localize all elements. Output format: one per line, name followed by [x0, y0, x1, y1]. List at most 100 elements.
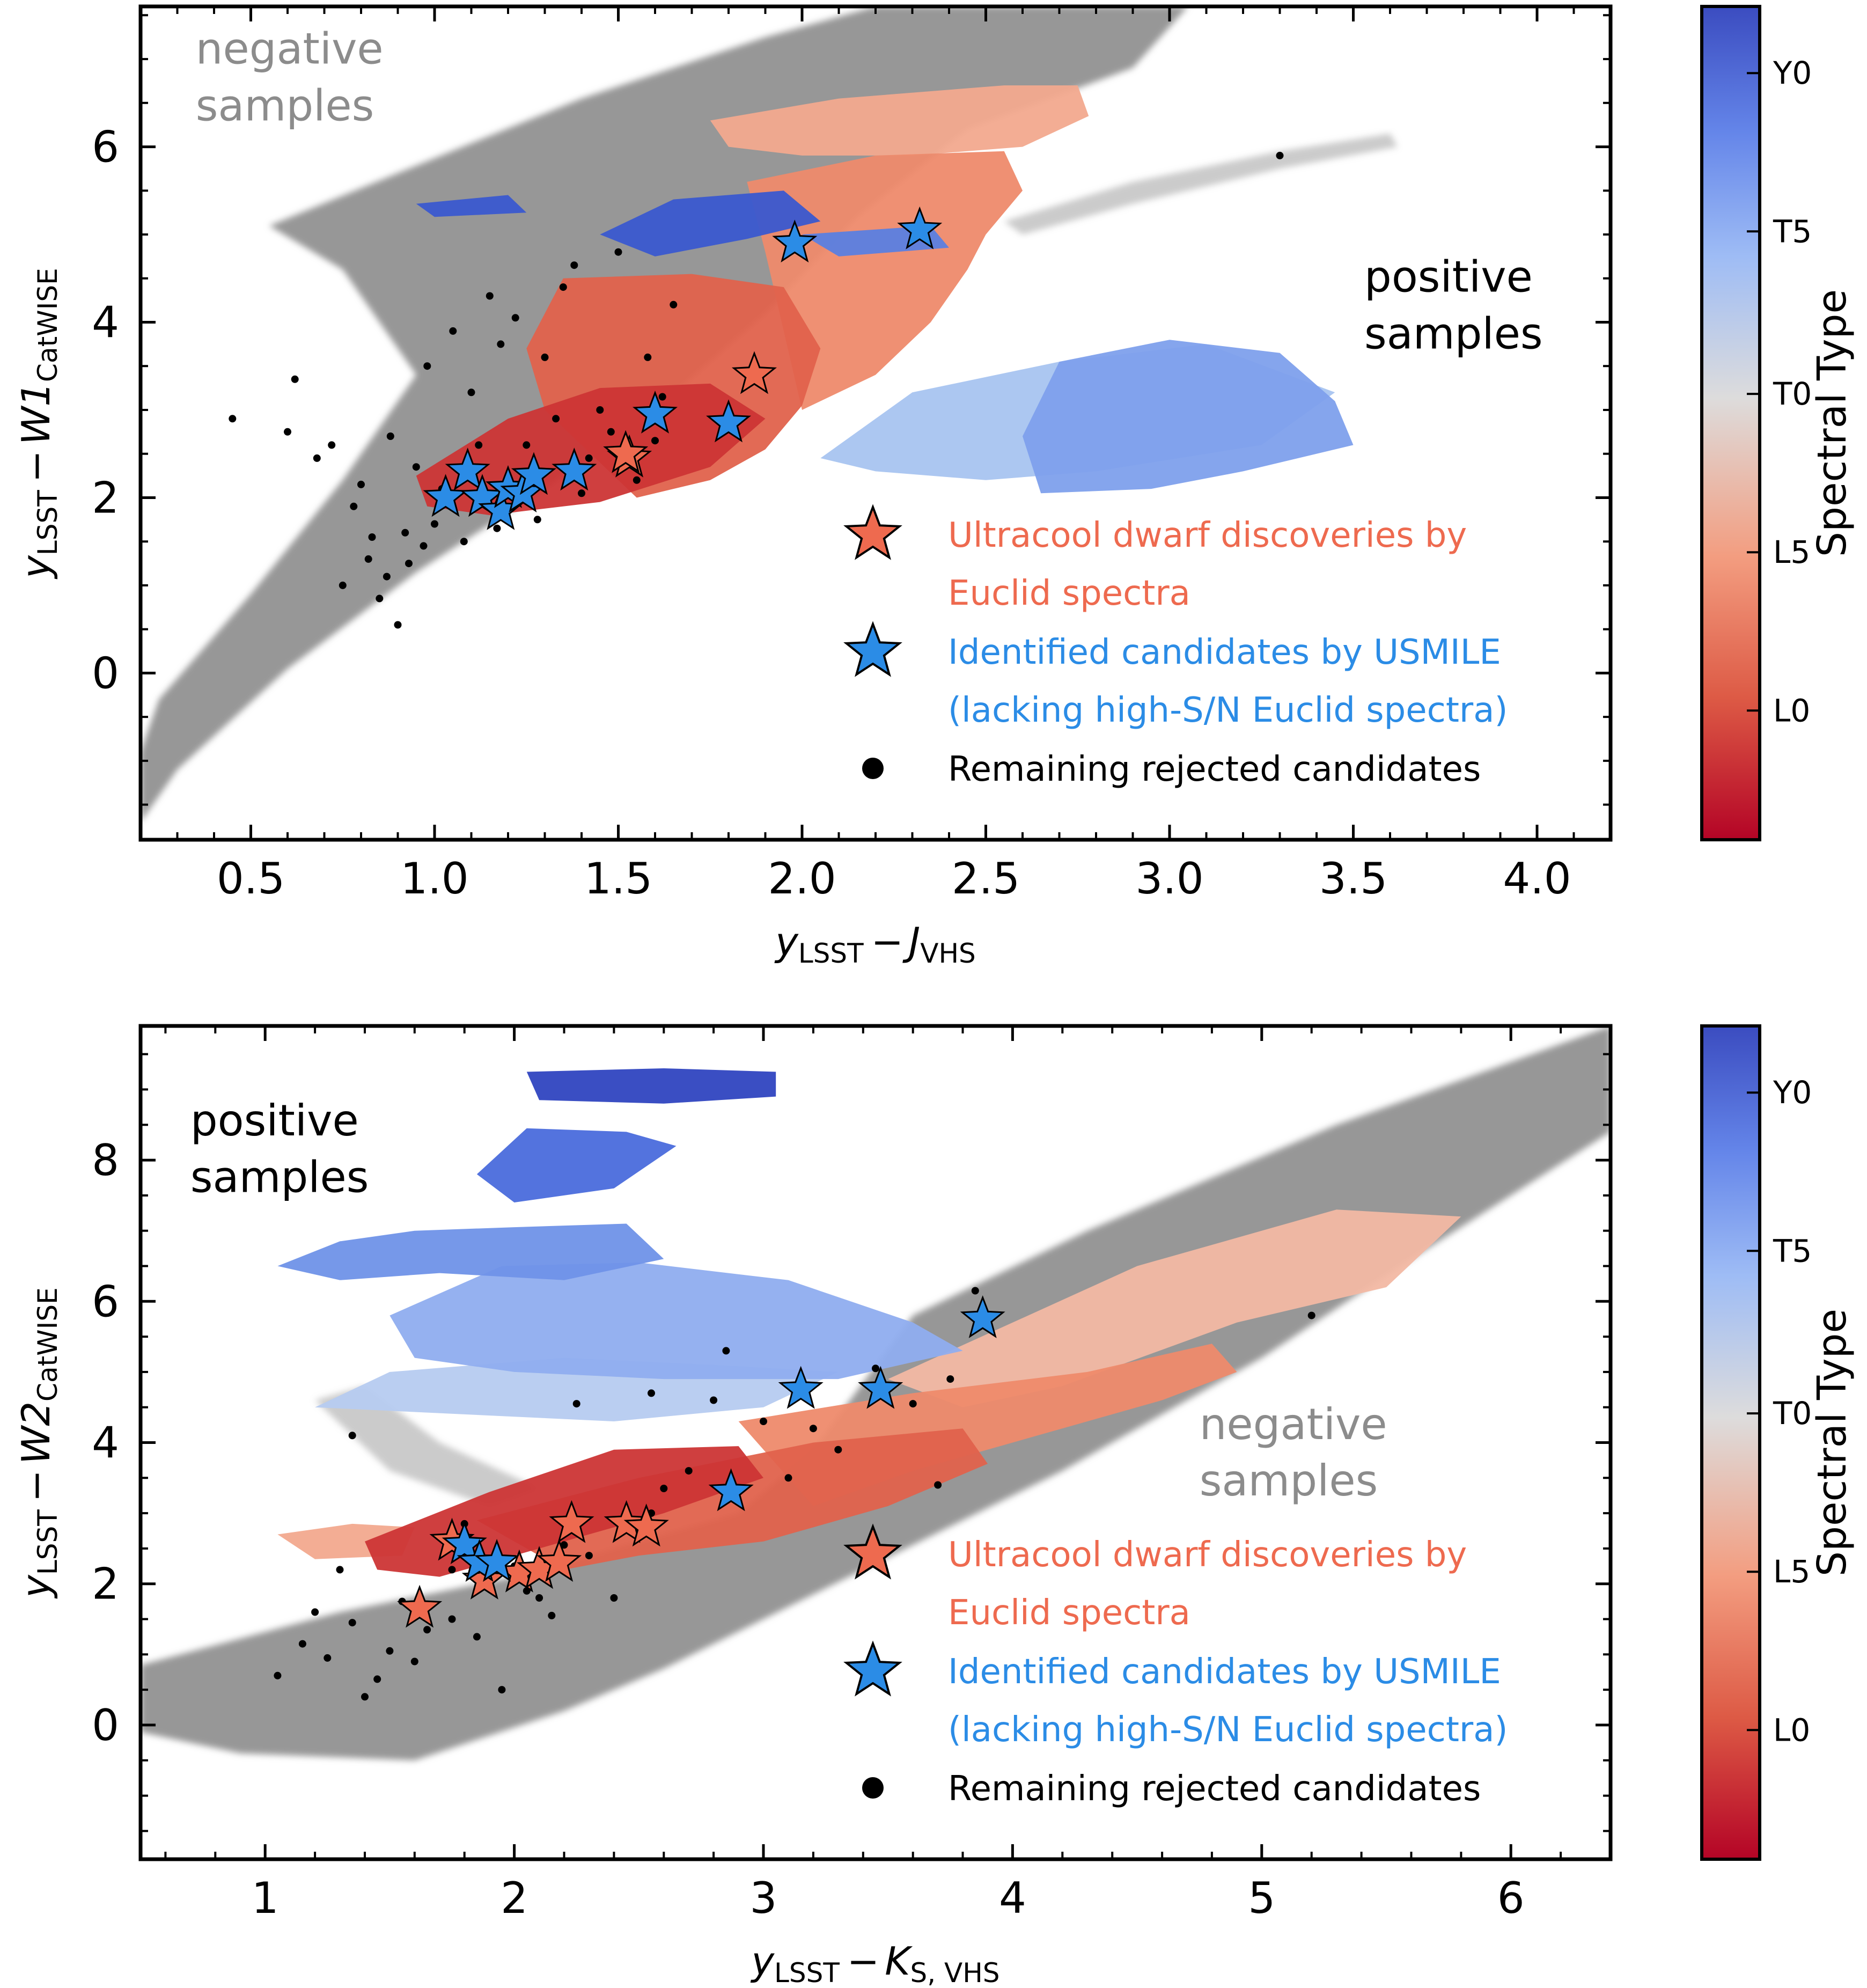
colorbar-tick-label: Y0: [1773, 55, 1812, 91]
positive-samples-region-8: [277, 1223, 664, 1280]
y-tick-label: 2: [92, 473, 119, 523]
positive-samples-region-6: [1023, 340, 1354, 494]
rejected-candidate-point: [570, 261, 578, 269]
usmile-candidate-star: [897, 206, 943, 250]
rejected-candidate-point: [660, 1485, 668, 1492]
positive-samples-region-9: [416, 195, 527, 217]
positive-samples-region-10: [526, 1068, 776, 1104]
usmile-candidate-star: [511, 452, 557, 495]
rejected-candidate-point: [486, 292, 494, 300]
rejected-candidate-point: [313, 454, 321, 462]
rejected-candidate-point: [229, 415, 237, 423]
annotation-text: samples: [196, 81, 374, 131]
rejected-candidate-point: [423, 1626, 431, 1634]
x-tick-label: 6: [1497, 1873, 1525, 1923]
rejected-candidate-point: [497, 340, 505, 348]
usmile-candidate-star: [706, 399, 751, 443]
legend-ultracool-star: [843, 1523, 902, 1580]
legend-rejected-label: Remaining rejected candidates: [948, 1769, 1481, 1809]
plot-area: negative samples positive samples Ultracool …: [141, 6, 1611, 840]
colorbar-tick-label: L0: [1773, 1712, 1810, 1748]
ultracool-discovery-star: [536, 1538, 582, 1582]
rejected-candidate-point: [559, 283, 567, 291]
rejected-candidate-point: [909, 1400, 917, 1408]
negative-samples-streak: [1004, 134, 1398, 234]
rejected-candidate-point: [535, 1594, 543, 1602]
rejected-candidate-point: [572, 1400, 580, 1408]
legend-usmile-label-1: Identified candidates by USMILE: [948, 633, 1501, 672]
colorbar-tick-label: L0: [1773, 692, 1810, 729]
top-panel: negative samples positive samples Ultracool …: [13, 4, 1855, 969]
plot-frame: [138, 4, 1613, 842]
rejected-candidate-point: [644, 353, 652, 361]
rejected-candidate-point: [324, 1654, 332, 1662]
negative-samples-streak: [315, 1386, 540, 1506]
annotation-text: positive: [1364, 252, 1533, 302]
rejected-candidate-point: [578, 489, 585, 497]
legend: Ultracool dwarf discoveries by Euclid spe…: [843, 504, 1508, 789]
y-tick-label: 6: [92, 1277, 119, 1326]
legend-usmile-star: [843, 1640, 902, 1697]
colorbar-tick-label: T5: [1773, 213, 1812, 250]
legend-ultracool-label-2: Euclid spectra: [948, 574, 1190, 613]
rejected-candidate-point: [394, 621, 402, 629]
x-tick-label: 2.5: [952, 854, 1020, 904]
rejected-candidate-point: [498, 1686, 506, 1694]
rejected-candidate-point: [523, 441, 531, 449]
rejected-candidate-point: [423, 362, 431, 370]
y-tick-label: 6: [92, 122, 119, 172]
legend-usmile-label-2: (lacking high-S/N Euclid spectra): [948, 691, 1508, 730]
rejected-candidate-point: [449, 327, 457, 335]
x-tick-label: 2: [501, 1873, 528, 1923]
positive-samples-region-2: [888, 1209, 1461, 1407]
colorbar-tick-label: L5: [1773, 534, 1810, 570]
annotation-text: negative: [196, 24, 384, 74]
rejected-candidate-point: [448, 1566, 456, 1574]
positive-samples-region-9: [476, 1128, 677, 1202]
x-tick-label: 4: [999, 1873, 1026, 1923]
legend-rejected-dot: [862, 758, 884, 779]
colorbar-tick-label: T5: [1773, 1233, 1812, 1269]
colorbar-tick-label: T0: [1773, 1395, 1812, 1432]
rejected-candidate-point: [357, 480, 365, 488]
x-tick-label: 5: [1248, 1873, 1275, 1923]
rejected-candidate-point: [872, 1365, 879, 1373]
rejected-candidate-point: [651, 437, 659, 445]
positive-samples-region-7: [389, 1262, 963, 1380]
rejected-candidate-point: [658, 393, 666, 401]
rejected-candidate-point: [552, 415, 560, 423]
y-axis-label: yLSST−W1CatWISE: [13, 268, 63, 579]
y-axis-label: yLSST−W2CatWISE: [13, 1287, 63, 1598]
usmile-candidate-star: [858, 1366, 903, 1409]
x-tick-label: 1.5: [584, 854, 652, 904]
rejected-candidate-point: [460, 538, 468, 546]
rejected-candidate-point: [610, 1594, 618, 1602]
annotation-text: samples: [1200, 1456, 1378, 1506]
rejected-candidate-point: [834, 1446, 842, 1454]
rejected-candidate-point: [475, 441, 483, 449]
rejected-candidate-point: [328, 441, 336, 449]
colorbar-tick-label: T0: [1773, 376, 1812, 412]
legend-rejected-label: Remaining rejected candidates: [948, 750, 1481, 789]
negative-samples-region: [141, 6, 1188, 823]
rejected-candidate-point: [383, 573, 391, 581]
x-tick-label: 3.0: [1135, 854, 1203, 904]
colorbar-tick-label: L5: [1773, 1553, 1810, 1590]
rejected-candidate-point: [614, 248, 622, 256]
rejected-candidate-point: [633, 476, 641, 484]
rejected-candidate-point: [1307, 1311, 1315, 1319]
usmile-candidate-star: [778, 1366, 824, 1409]
rejected-candidate-point: [946, 1375, 954, 1383]
rejected-candidate-point: [368, 533, 376, 541]
rejected-candidate-point: [473, 1633, 481, 1641]
legend-ultracool-label-1: Ultracool dwarf discoveries by: [948, 516, 1467, 555]
rejected-candidate-point: [311, 1608, 319, 1616]
rejected-candidate-point: [348, 1619, 356, 1627]
rejected-candidate-point: [386, 432, 394, 440]
usmile-candidate-star: [708, 1468, 754, 1512]
rejected-candidate-point: [386, 1647, 394, 1655]
x-tick-label: 3.5: [1319, 854, 1387, 904]
rejected-candidate-point: [511, 314, 519, 322]
annotation-text: positive: [190, 1096, 359, 1146]
rejected-candidate-point: [401, 529, 409, 537]
